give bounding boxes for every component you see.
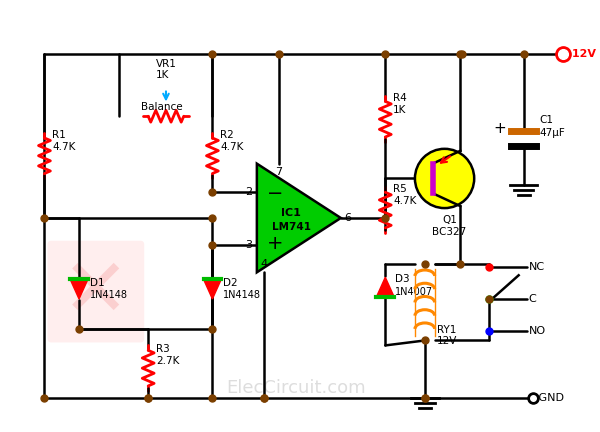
- Text: R5: R5: [393, 184, 407, 194]
- Text: 7: 7: [275, 167, 282, 177]
- Text: 1K: 1K: [393, 105, 407, 115]
- Text: BC327: BC327: [433, 227, 467, 237]
- Text: 4.7K: 4.7K: [220, 142, 244, 152]
- FancyBboxPatch shape: [47, 241, 144, 343]
- Text: 4.7K: 4.7K: [393, 196, 416, 206]
- Text: 3: 3: [245, 240, 252, 250]
- Text: 4: 4: [260, 259, 268, 270]
- Text: +: +: [493, 121, 506, 136]
- Text: 1K: 1K: [156, 70, 169, 80]
- Text: ✕: ✕: [62, 255, 130, 333]
- Text: 1N4148: 1N4148: [90, 290, 128, 300]
- Text: C1: C1: [539, 115, 553, 125]
- Text: 4.7K: 4.7K: [52, 142, 76, 152]
- Text: 12V: 12V: [568, 49, 596, 59]
- Polygon shape: [203, 279, 221, 299]
- Text: VR1: VR1: [156, 59, 177, 69]
- Text: RY1: RY1: [437, 324, 456, 334]
- Text: R2: R2: [220, 130, 234, 140]
- Text: R1: R1: [52, 130, 66, 140]
- Text: R4: R4: [393, 93, 407, 103]
- Text: 6: 6: [344, 213, 351, 223]
- Text: GND: GND: [535, 393, 565, 403]
- Polygon shape: [257, 164, 341, 272]
- Text: Balance: Balance: [141, 102, 183, 112]
- Text: 2.7K: 2.7K: [156, 356, 179, 366]
- Text: D3: D3: [395, 274, 410, 284]
- Circle shape: [415, 149, 474, 208]
- Text: −: −: [267, 184, 283, 203]
- Text: R3: R3: [156, 344, 170, 354]
- Text: LM741: LM741: [272, 222, 311, 232]
- Text: 47μF: 47μF: [539, 128, 565, 138]
- Text: NC: NC: [529, 262, 545, 272]
- Text: 2: 2: [245, 187, 252, 197]
- Text: +: +: [267, 234, 283, 253]
- Text: C: C: [529, 294, 536, 304]
- Polygon shape: [70, 279, 88, 299]
- Text: 1N4007: 1N4007: [395, 287, 433, 297]
- Text: D2: D2: [223, 278, 238, 288]
- Text: 1N4148: 1N4148: [223, 290, 261, 300]
- Polygon shape: [376, 277, 394, 297]
- Text: IC1: IC1: [281, 208, 301, 218]
- Text: 12V: 12V: [437, 337, 457, 346]
- Text: Q1: Q1: [442, 215, 457, 225]
- Text: NO: NO: [529, 326, 545, 336]
- Text: ElecCircuit.com: ElecCircuit.com: [227, 379, 366, 397]
- Text: D1: D1: [90, 278, 104, 288]
